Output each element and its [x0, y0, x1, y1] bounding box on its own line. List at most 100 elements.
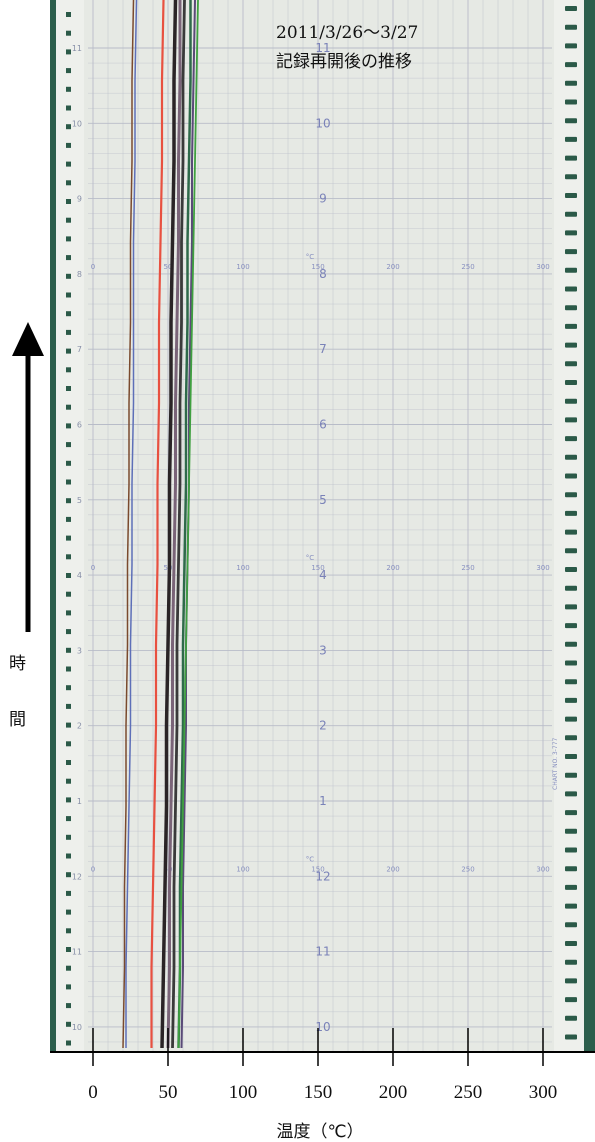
- x-axis-tick-label: 150: [304, 1082, 333, 1103]
- right-sprocket-hole: [565, 828, 577, 834]
- temperature-series-line: [177, 0, 199, 1049]
- x-axis-tick-label: 250: [454, 1082, 483, 1103]
- x-axis-tick-label: 100: [229, 1082, 258, 1103]
- x-axis-tick-label: 300: [529, 1082, 558, 1103]
- paper-hour-label: 11: [315, 945, 330, 959]
- right-sprocket-hole: [565, 529, 577, 535]
- x-axis: 0 50 100 150 200 250 300: [50, 1028, 595, 1103]
- x-axis-tick-label: 0: [88, 1082, 98, 1103]
- paper-hour-label: 12: [315, 869, 330, 883]
- left-sprocket-hole: [66, 386, 71, 391]
- x-axis-tick-label: 200: [379, 1082, 408, 1103]
- paper-left-hour-label: 12: [72, 872, 82, 881]
- time-axis-indicator: 時 間: [9, 322, 44, 730]
- left-sprocket-hole: [66, 722, 71, 728]
- left-sprocket-hole: [66, 442, 71, 448]
- paper-left-hour-label: 11: [72, 44, 82, 53]
- paper-side-text: CHART NO. 3-777: [552, 737, 559, 790]
- left-sprocket-hole: [66, 460, 71, 466]
- paper-scale-tick: 100: [236, 865, 249, 873]
- right-sprocket-hole: [565, 174, 577, 180]
- paper-scale-tick: 150: [311, 564, 324, 572]
- paper-left-hour-label: 7: [77, 345, 82, 354]
- chart-paper-printed-text: 11 10 9 8 7 6 5 4 3 2 1 12 11 10 11 10 9 8 7 6 5 4 3 2 1 12 11 10 °C…: [72, 41, 559, 1034]
- right-sprocket-hole: [565, 754, 577, 759]
- temperature-series-line: [125, 0, 138, 1048]
- left-sprocket-hole: [66, 647, 71, 653]
- paper-hour-label: 10: [315, 1020, 330, 1034]
- paper-left-hour-label: 4: [77, 571, 82, 580]
- paper-hour-label: 7: [319, 342, 327, 356]
- right-sprocket-hole: [565, 249, 577, 255]
- paper-scale-tick: 0: [91, 564, 95, 572]
- paper-hour-label: 6: [319, 418, 327, 432]
- right-sprocket-hole: [565, 978, 577, 984]
- right-sprocket-hole: [565, 99, 577, 105]
- temperature-series-line: [122, 0, 135, 1049]
- right-sprocket-hole: [565, 492, 577, 498]
- paper-hour-label: 8: [319, 267, 327, 281]
- right-sprocket-hole: [565, 941, 577, 946]
- left-sprocket-hole: [66, 965, 71, 971]
- x-axis-title: 温度（℃）: [276, 1122, 363, 1142]
- left-sprocket-hole: [66, 329, 71, 335]
- left-sprocket-hole: [66, 217, 71, 223]
- left-sprocket-hole: [66, 984, 71, 990]
- left-sprocket-hole: [66, 479, 71, 485]
- left-sprocket-hole: [66, 12, 71, 17]
- left-sprocket-hole: [66, 928, 71, 934]
- left-sprocket-hole: [66, 161, 71, 167]
- paper-scale-tick: 300: [536, 865, 549, 873]
- right-sprocket-hole: [565, 286, 577, 292]
- title-line-description: 記録再開後の推移: [276, 52, 412, 72]
- right-sprocket-hole: [565, 230, 577, 236]
- left-sprocket-hole: [66, 236, 71, 242]
- right-sprocket-hole: [565, 716, 577, 722]
- time-label-char-1: 時: [9, 654, 26, 674]
- right-sprocket-hole: [565, 398, 577, 404]
- chart-paper: [68, 0, 562, 1052]
- left-sprocket-hole: [66, 311, 71, 317]
- temperature-series-line: [177, 0, 192, 1049]
- left-sprocket-hole: [66, 86, 71, 92]
- right-sprocket-hole: [565, 6, 577, 11]
- paper-hour-label: 4: [319, 568, 327, 582]
- right-sprocket-hole: [565, 585, 577, 591]
- time-arrow-head: [12, 322, 44, 356]
- left-sprocket-hole: [66, 498, 71, 504]
- paper-hour-label: 10: [315, 116, 330, 130]
- right-sprocket-hole: [565, 660, 577, 666]
- paper-hour-label: 5: [319, 493, 327, 507]
- paper-left-hour-label: 6: [77, 421, 82, 430]
- left-sprocket-hole: [66, 890, 71, 896]
- left-sprocket-hole: [66, 404, 71, 410]
- right-sprocket-hole: [565, 361, 577, 367]
- paper-scale-tick: 200: [386, 564, 399, 572]
- paper-left-hour-label: 11: [72, 948, 82, 957]
- left-sprocket-hole: [66, 909, 71, 915]
- temperature-series-line: [166, 0, 182, 1049]
- paper-scale-tick: 250: [461, 263, 474, 271]
- left-sprocket-hole: [66, 199, 71, 204]
- right-sprocket-hole: [565, 791, 577, 797]
- paper-left-hour-label: 3: [77, 646, 82, 655]
- right-sprocket-hole: [565, 903, 577, 909]
- left-sprocket-hole: [66, 741, 71, 747]
- left-sprocket-hole: [66, 535, 71, 541]
- paper-scale-tick: 0: [91, 865, 95, 873]
- right-sprocket-hole: [565, 62, 577, 68]
- paper-scale-tick: 200: [386, 865, 399, 873]
- left-sprocket-hole: [66, 797, 71, 803]
- left-sprocket-hole: [66, 68, 71, 74]
- paper-scale-unit: °C: [306, 554, 315, 562]
- right-sprocket-hole: [565, 772, 577, 778]
- right-sprocket-hole: [565, 1034, 577, 1040]
- right-sprocket-hole: [565, 810, 577, 816]
- right-sprocket-hole: [565, 679, 577, 685]
- right-sprocket-hole: [565, 847, 577, 853]
- left-sprocket-hole: [66, 591, 71, 597]
- paper-scale-unit: °C: [306, 253, 315, 261]
- right-sprocket-hole: [565, 922, 577, 928]
- paper-hour-label: 11: [315, 41, 330, 55]
